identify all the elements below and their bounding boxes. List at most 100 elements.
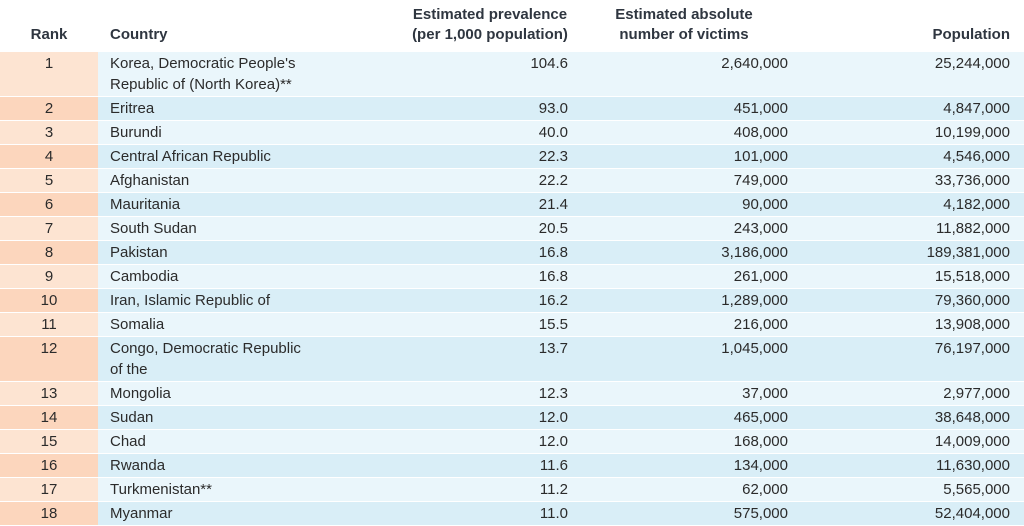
cell-rank: 4	[0, 145, 98, 168]
cell-victims-text: 216,000	[733, 316, 788, 333]
cell-prevalence-text: 12.3	[538, 385, 568, 402]
cell-population: 5,565,000	[800, 478, 1024, 501]
cell-victims-text: 134,000	[733, 457, 788, 474]
cell-prevalence-text: 20.5	[538, 220, 568, 237]
cell-prevalence-text: 16.8	[538, 268, 568, 285]
cell-population: 4,546,000	[800, 145, 1024, 168]
cell-rank: 13	[0, 382, 98, 405]
cell-population-text: 5,565,000	[943, 481, 1010, 498]
cell-prevalence: 12.3	[400, 382, 580, 405]
cell-victims: 101,000	[580, 145, 800, 168]
cell-population-text: 189,381,000	[926, 244, 1010, 261]
cell-rank: 8	[0, 241, 98, 264]
cell-country: Eritrea	[98, 97, 400, 120]
cell-prevalence: 15.5	[400, 313, 580, 336]
cell-rank-text: 14	[40, 409, 58, 426]
cell-prevalence: 16.2	[400, 289, 580, 312]
cell-victims: 451,000	[580, 97, 800, 120]
cell-prevalence-text: 16.8	[538, 244, 568, 261]
table-row: 1 Korea, Democratic People's Republic of (…	[0, 52, 1024, 97]
cell-rank-text: 3	[44, 124, 54, 141]
cell-rank: 5	[0, 169, 98, 192]
table-row: 14 Sudan 12.0 465,000 38,648,000	[0, 406, 1024, 430]
table-row: 6 Mauritania 21.4 90,000 4,182,000	[0, 193, 1024, 217]
cell-country: Afghanistan	[98, 169, 400, 192]
cell-population-text: 11,882,000	[936, 220, 1010, 237]
cell-country-text: Cambodia	[110, 268, 179, 285]
cell-rank-text: 9	[44, 268, 54, 285]
cell-country-text: Rwanda	[110, 457, 166, 474]
cell-prevalence: 11.2	[400, 478, 580, 501]
cell-country-text: Mongolia	[110, 385, 171, 402]
cell-country: Central African Republic	[98, 145, 400, 168]
cell-country-text: Republic of (North Korea)**	[110, 76, 292, 93]
cell-rank-text: 7	[44, 220, 54, 237]
cell-rank-text: 13	[40, 385, 58, 402]
cell-population-text: 38,648,000	[934, 409, 1010, 426]
cell-country: Congo, Democratic Republic of the	[98, 337, 400, 381]
cell-prevalence: 20.5	[400, 217, 580, 240]
cell-population: 52,404,000	[800, 502, 1024, 525]
cell-country: Rwanda	[98, 454, 400, 477]
cell-victims-text: 408,000	[733, 124, 788, 141]
cell-rank: 3	[0, 121, 98, 144]
cell-population-text: 13,908,000	[934, 316, 1010, 333]
cell-victims: 749,000	[580, 169, 800, 192]
cell-rank-text: 11	[41, 316, 57, 333]
cell-victims-text: 101,000	[733, 148, 788, 165]
table-row: 16 Rwanda 11.6 134,000 11,630,000	[0, 454, 1024, 478]
table-row: 10 Iran, Islamic Republic of 16.2 1,289,000…	[0, 289, 1024, 313]
cell-country-text: Pakistan	[110, 244, 168, 261]
cell-population: 13,908,000	[800, 313, 1024, 336]
cell-victims-text: 2,640,000	[721, 55, 788, 72]
cell-population: 4,182,000	[800, 193, 1024, 216]
cell-country-text: Central African Republic	[110, 148, 271, 165]
cell-prevalence-text: 22.3	[538, 148, 568, 165]
cell-country-text: Congo, Democratic Republic	[110, 340, 301, 357]
cell-victims: 216,000	[580, 313, 800, 336]
cell-population-text: 4,182,000	[943, 196, 1010, 213]
table-row: 18 Myanmar 11.0 575,000 52,404,000	[0, 502, 1024, 526]
cell-rank-text: 2	[44, 100, 54, 117]
table-row: 4 Central African Republic 22.3 101,000 4,54…	[0, 145, 1024, 169]
cell-country: Chad	[98, 430, 400, 453]
cell-victims: 90,000	[580, 193, 800, 216]
cell-prevalence-text: 104.6	[530, 55, 568, 72]
cell-victims: 465,000	[580, 406, 800, 429]
cell-country-text: Burundi	[110, 124, 162, 141]
header-population: Population	[932, 26, 1011, 43]
cell-prevalence-text: 93.0	[538, 100, 568, 117]
cell-prevalence: 16.8	[400, 241, 580, 264]
cell-victims: 3,186,000	[580, 241, 800, 264]
cell-victims: 408,000	[580, 121, 800, 144]
cell-country: Sudan	[98, 406, 400, 429]
cell-country-text: Turkmenistan**	[110, 481, 212, 498]
cell-country-text: Mauritania	[110, 196, 181, 213]
cell-country: Burundi	[98, 121, 400, 144]
cell-victims-text: 90,000	[742, 196, 788, 213]
cell-prevalence: 22.3	[400, 145, 580, 168]
cell-rank: 9	[0, 265, 98, 288]
cell-victims: 575,000	[580, 502, 800, 525]
cell-country: Myanmar	[98, 502, 400, 525]
cell-population-text: 2,977,000	[943, 385, 1010, 402]
cell-population: 33,736,000	[800, 169, 1024, 192]
cell-country-text: Sudan	[110, 409, 154, 426]
cell-victims-text: 243,000	[733, 220, 788, 237]
header-rank: Rank	[30, 26, 68, 43]
cell-country: Mauritania	[98, 193, 400, 216]
cell-rank-text: 1	[44, 55, 54, 72]
cell-country: Turkmenistan**	[98, 478, 400, 501]
cell-prevalence: 12.0	[400, 406, 580, 429]
cell-rank-text: 6	[44, 196, 54, 213]
cell-victims: 37,000	[580, 382, 800, 405]
cell-rank: 16	[0, 454, 98, 477]
cell-population-text: 76,197,000	[934, 340, 1010, 357]
cell-rank: 6	[0, 193, 98, 216]
cell-population: 15,518,000	[800, 265, 1024, 288]
cell-prevalence: 40.0	[400, 121, 580, 144]
cell-population: 38,648,000	[800, 406, 1024, 429]
cell-prevalence: 21.4	[400, 193, 580, 216]
table-row: 2 Eritrea 93.0 451,000 4,847,000	[0, 97, 1024, 121]
cell-country-text: South Sudan	[110, 220, 197, 237]
